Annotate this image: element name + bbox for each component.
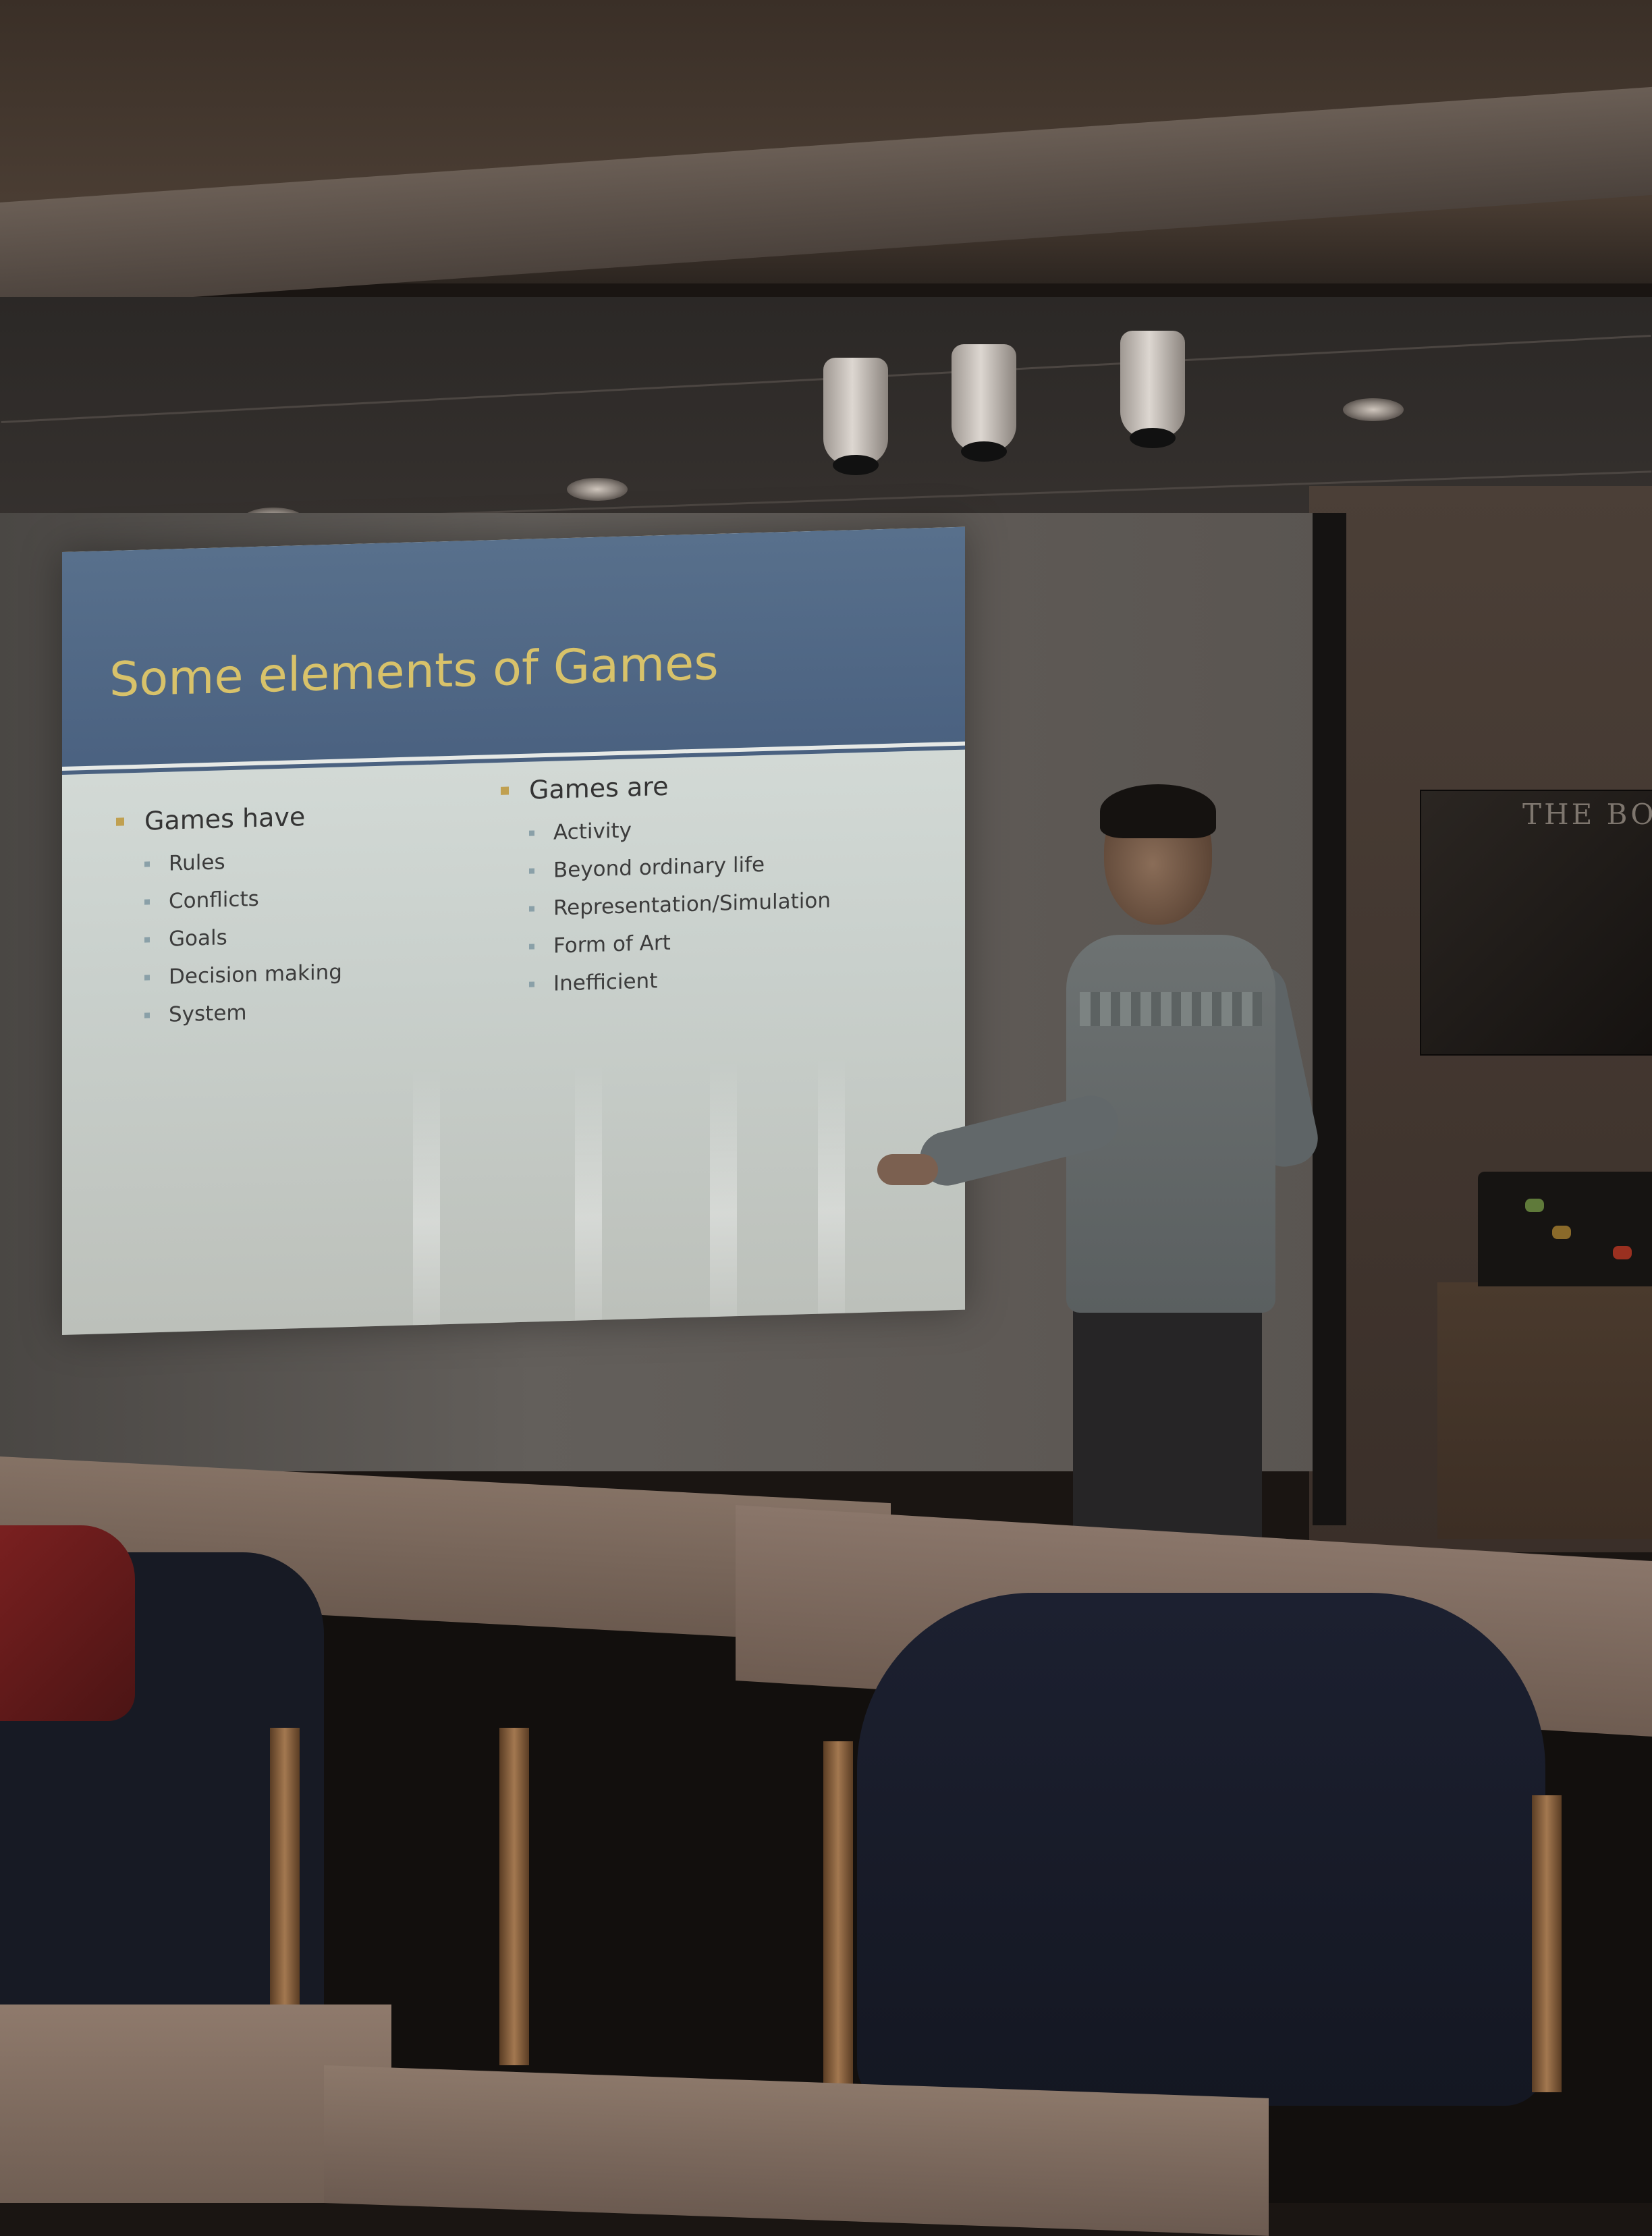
presenter-hair — [1100, 784, 1216, 838]
red-jacket — [0, 1525, 135, 1721]
square-bullet-icon — [529, 981, 534, 987]
track-spotlight — [823, 358, 888, 475]
presenter-legs — [1073, 1309, 1262, 1539]
hoodie-pattern — [1080, 992, 1262, 1026]
screen-wrinkle — [575, 1063, 602, 1321]
bullet-heading: Games are — [501, 767, 831, 806]
laptop — [1478, 1172, 1652, 1286]
left-bullet-column: Games have Rules Conflicts Goals Decisio… — [116, 800, 342, 1035]
bullet-item-text: Rules — [169, 850, 225, 876]
square-bullet-icon — [144, 1012, 150, 1018]
bullet-item: Conflicts — [144, 877, 342, 921]
square-bullet-icon — [529, 944, 534, 950]
screen-wrinkle — [818, 1056, 845, 1314]
bullet-item-text: Decision making — [169, 960, 342, 989]
lectern-cabinet — [1437, 1282, 1652, 1539]
bullet-item-text: Inefficient — [553, 969, 658, 996]
square-bullet-icon — [529, 830, 534, 836]
chair-leg — [270, 1728, 300, 2038]
bullet-item-text: Activity — [553, 818, 632, 845]
presenter — [877, 784, 1363, 1539]
square-bullet-icon — [529, 906, 534, 912]
bullet-item-text: Conflicts — [169, 886, 259, 914]
presentation-slide: Some elements of Games Games have Rules … — [62, 526, 965, 1336]
right-bullet-column: Games are Activity Beyond ordinary life … — [501, 767, 831, 1004]
bullet-item-text: System — [169, 1000, 247, 1027]
chair-leg — [1532, 1795, 1562, 2092]
laptop-sticker — [1552, 1226, 1571, 1239]
bullet-item-text: Representation/Simulation — [553, 888, 831, 921]
square-bullet-icon — [116, 817, 124, 826]
recessed-light — [567, 478, 628, 501]
square-bullet-icon — [144, 861, 150, 867]
bullet-heading-text: Games are — [529, 771, 669, 805]
screen-edge — [1313, 513, 1346, 1525]
chair-leg — [823, 1741, 853, 2106]
track-spotlight — [952, 344, 1016, 462]
bullet-item-text: Goals — [169, 925, 227, 952]
recessed-light — [1343, 398, 1404, 421]
screen-wrinkle — [710, 1060, 737, 1317]
square-bullet-icon — [529, 868, 534, 874]
poster-text: THE BOU — [1522, 798, 1652, 831]
bullet-item: Goals — [144, 915, 342, 958]
laptop-sticker — [1525, 1199, 1544, 1212]
square-bullet-icon — [144, 975, 150, 981]
bullet-item-text: Form of Art — [553, 930, 671, 958]
bullet-item: System — [144, 991, 342, 1034]
chair-leg — [499, 1728, 529, 2065]
screen-wrinkle — [413, 1068, 440, 1326]
square-bullet-icon — [144, 937, 150, 943]
bullet-heading-text: Games have — [144, 801, 306, 836]
wall-poster: THE BOU — [1420, 790, 1652, 1056]
bullet-item: Rules — [144, 840, 342, 883]
bullet-item: Inefficient — [529, 957, 831, 1003]
presenter-hand — [877, 1154, 938, 1185]
square-bullet-icon — [144, 899, 150, 905]
bullet-heading: Games have — [116, 800, 342, 836]
track-spotlight — [1120, 331, 1185, 448]
bullet-item: Decision making — [144, 953, 342, 996]
square-bullet-icon — [501, 786, 509, 795]
bullet-item-text: Beyond ordinary life — [553, 852, 765, 883]
laptop-sticker — [1613, 1246, 1632, 1259]
chair-right — [857, 1593, 1545, 2106]
